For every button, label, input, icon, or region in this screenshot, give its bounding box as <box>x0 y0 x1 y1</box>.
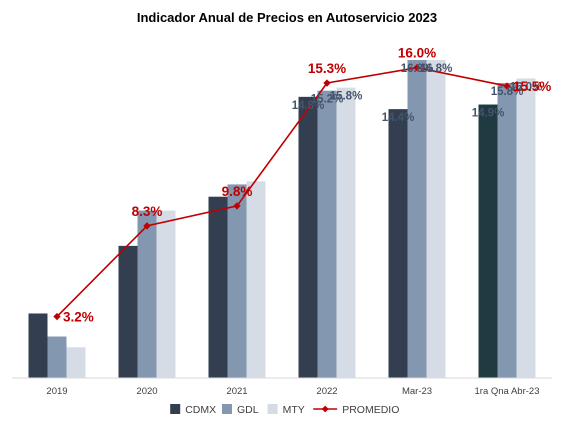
data-labels-layer: 14.8%15.2%15.8%14.4%16.8%16.8%14.9%15.8%… <box>63 46 551 325</box>
bar-mty-2021 <box>246 181 266 378</box>
bar-gdl-2022 <box>317 90 337 378</box>
bar-cdmx-2020 <box>118 245 138 378</box>
x-tick-label-2019: 2019 <box>46 386 67 397</box>
x-tick-label-2021: 2021 <box>226 386 247 397</box>
bar-cdmx-1ra-qna-abr-23 <box>478 104 498 378</box>
legend-label-gdl: GDL <box>237 404 259 416</box>
x-tick-labels: 2019 2020 2021 2022 Mar-23 1ra Qna Abr-23 <box>46 386 539 397</box>
bar-cdmx-2019 <box>28 313 48 378</box>
data-label-cdmx-1ra-qna-abr-23: 14.9% <box>472 108 505 120</box>
bar-mty-2022 <box>336 87 356 379</box>
bars-layer <box>28 59 536 379</box>
data-label-mty-mar-23: 16.8% <box>420 63 453 75</box>
bar-mty-1ra-qna-abr-23 <box>516 78 536 378</box>
marker-promedio-mar-23 <box>413 63 421 72</box>
marker-promedio-2021 <box>233 202 241 210</box>
bar-mty-2020 <box>156 210 176 378</box>
chart-title: Indicador Anual de Precios en Autoservic… <box>137 10 437 25</box>
legend-label-promedio: PROMEDIO <box>342 404 399 416</box>
legend-marker-promedio <box>321 405 329 413</box>
data-label-promedio-mar-23: 16.0% <box>398 46 436 61</box>
bar-gdl-2021 <box>227 184 247 378</box>
x-tick-label-1ra-qna-abr-23: 1ra Qna Abr-23 <box>475 386 540 397</box>
legend-swatch-gdl <box>222 404 232 414</box>
legend-label-mty: MTY <box>283 404 305 416</box>
bar-cdmx-2022 <box>298 96 318 378</box>
data-label-cdmx-2022: 14.8% <box>292 100 325 112</box>
bar-cdmx-2021 <box>208 196 228 378</box>
marker-promedio-1ra-qna-abr-23 <box>503 82 511 90</box>
data-label-promedio-2020: 8.3% <box>132 204 163 219</box>
bar-gdl-2020 <box>137 210 157 378</box>
data-label-gdl-mar-23: 16.8% <box>401 63 434 75</box>
bar-gdl-1ra-qna-abr-23 <box>497 83 517 378</box>
data-label-mty-2022: 15.8% <box>330 91 363 103</box>
data-label-gdl-2022: 15.2% <box>311 94 344 106</box>
bar-mty-mar-23 <box>426 59 446 379</box>
data-label-cdmx-mar-23: 14.4% <box>382 112 415 124</box>
line-layer <box>53 63 511 321</box>
legend-swatch-mty <box>267 404 278 414</box>
bar-mty-2019 <box>66 347 86 378</box>
data-label-promedio-2021: 9.8% <box>222 184 253 199</box>
data-label-promedio-2019: 3.2% <box>63 310 94 325</box>
data-label-gdl-1ra-qna-abr-23: 15.8% <box>491 86 524 98</box>
legend: CDMX GDL MTY PROMEDIO <box>170 404 399 416</box>
x-tick-label-2022: 2022 <box>316 386 337 397</box>
x-tick-label-2020: 2020 <box>136 386 157 397</box>
data-label-mty-1ra-qna-abr-23: 16.0% <box>510 81 543 93</box>
bar-gdl-mar-23 <box>407 59 427 379</box>
data-label-promedio-1ra-qna-abr-23: 15.5% <box>513 79 551 94</box>
line-promedio <box>56 66 508 318</box>
x-tick-label-mar-23: Mar-23 <box>402 386 432 397</box>
bar-gdl-2019 <box>47 336 67 378</box>
legend-label-cdmx: CDMX <box>185 404 216 416</box>
legend-swatch-cdmx <box>170 404 181 414</box>
bar-cdmx-mar-23 <box>388 109 408 379</box>
marker-promedio-2022 <box>323 79 331 87</box>
data-label-promedio-2022: 15.3% <box>308 61 346 76</box>
